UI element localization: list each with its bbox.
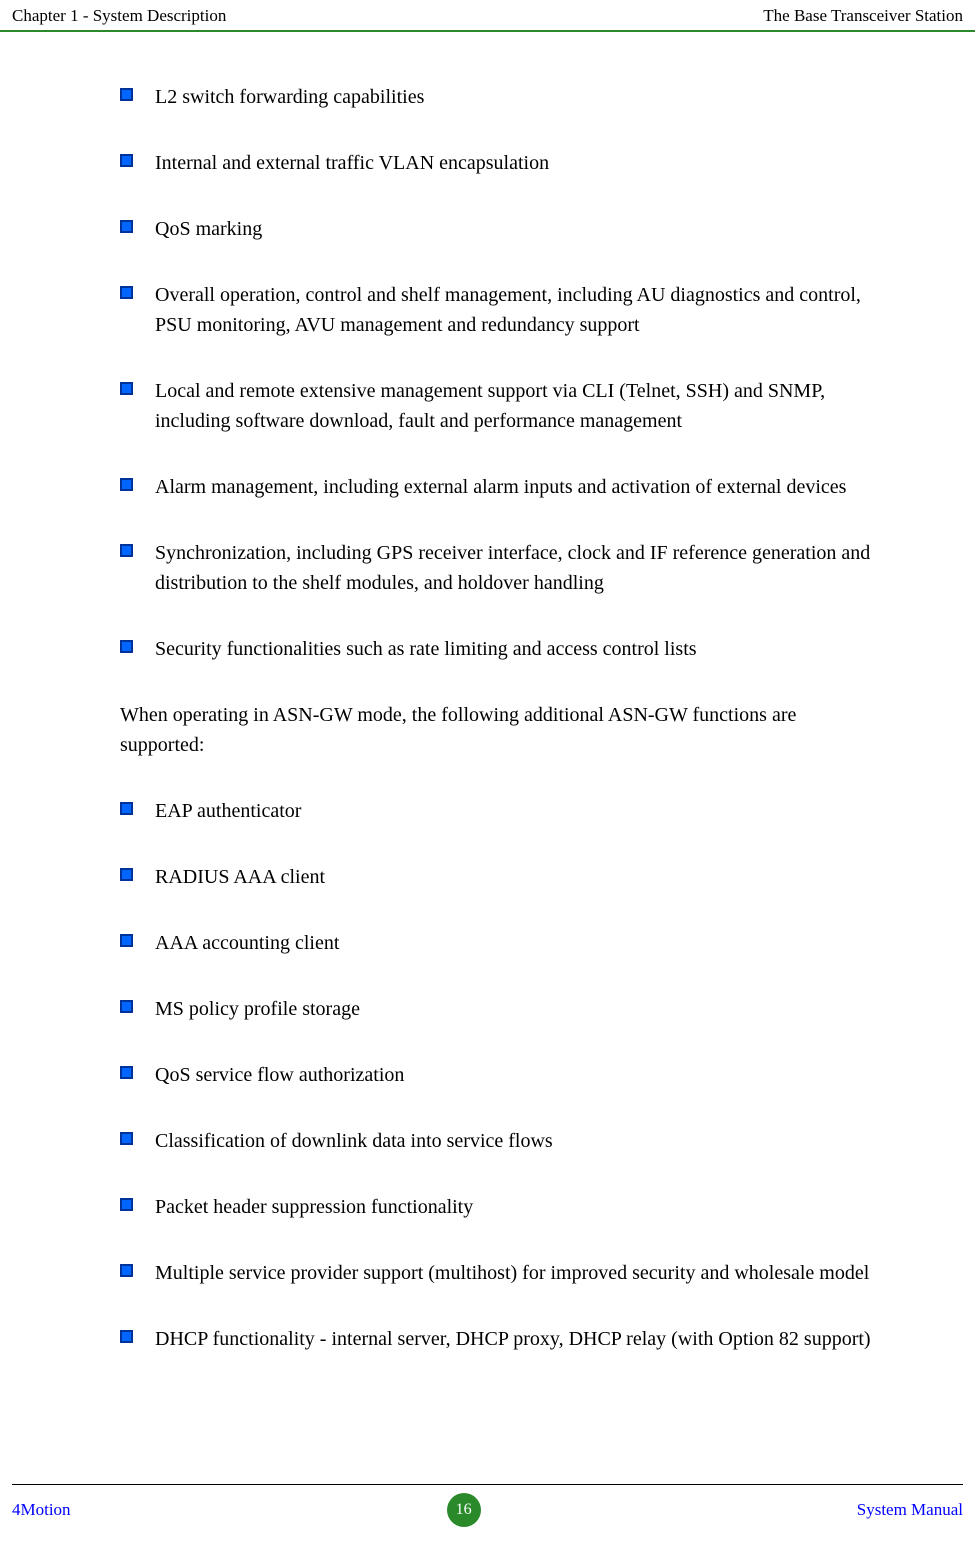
list-item-text: EAP authenticator [155,796,301,826]
footer-rule [12,1484,963,1485]
list-item: Classification of downlink data into ser… [120,1126,885,1156]
list-item: MS policy profile storage [120,994,885,1024]
page-header: Chapter 1 - System Description The Base … [0,0,975,32]
list-item: Multiple service provider support (multi… [120,1258,885,1288]
bullet-icon [120,1000,133,1013]
bullet-icon [120,88,133,101]
list-item-text: MS policy profile storage [155,994,360,1024]
list-item-text: QoS marking [155,214,262,244]
list-item-text: Packet header suppression functionality [155,1192,473,1222]
bullet-icon [120,1132,133,1145]
bullet-icon [120,154,133,167]
bullet-icon [120,1198,133,1211]
footer-right: System Manual [857,1500,963,1520]
list-item-text: Synchronization, including GPS receiver … [155,538,885,598]
list-item: EAP authenticator [120,796,885,826]
list-item-text: Classification of downlink data into ser… [155,1126,553,1156]
header-right: The Base Transceiver Station [763,6,963,26]
bullet-icon [120,286,133,299]
footer-row: 4Motion 16 System Manual [12,1493,963,1527]
list-item-text: QoS service flow authorization [155,1060,404,1090]
bullet-icon [120,1264,133,1277]
list-item: Packet header suppression functionality [120,1192,885,1222]
list-item-text: DHCP functionality - internal server, DH… [155,1324,871,1354]
list-item-text: L2 switch forwarding capabilities [155,82,424,112]
bullet-icon [120,544,133,557]
bullet-icon [120,934,133,947]
list-item-text: AAA accounting client [155,928,339,958]
list-item-text: Multiple service provider support (multi… [155,1258,869,1288]
list-item-text: Overall operation, control and shelf man… [155,280,885,340]
list-item-text: Alarm management, including external ala… [155,472,846,502]
list-item: QoS marking [120,214,885,244]
list-item-text: RADIUS AAA client [155,862,325,892]
list-item: Synchronization, including GPS receiver … [120,538,885,598]
bullet-icon [120,220,133,233]
page-number-badge: 16 [447,1493,481,1527]
body-paragraph: When operating in ASN-GW mode, the follo… [120,700,885,760]
bullet-icon [120,1066,133,1079]
page-content: L2 switch forwarding capabilities Intern… [0,32,975,1354]
list-item: Internal and external traffic VLAN encap… [120,148,885,178]
list-item: Overall operation, control and shelf man… [120,280,885,340]
list-item: DHCP functionality - internal server, DH… [120,1324,885,1354]
bullet-icon [120,382,133,395]
bullet-icon [120,1330,133,1343]
list-item-text: Security functionalities such as rate li… [155,634,697,664]
list-item: Alarm management, including external ala… [120,472,885,502]
bullet-icon [120,802,133,815]
footer-left: 4Motion [12,1500,71,1520]
list-item-text: Local and remote extensive management su… [155,376,885,436]
list-item: RADIUS AAA client [120,862,885,892]
list-item: Local and remote extensive management su… [120,376,885,436]
list-item: Security functionalities such as rate li… [120,634,885,664]
list-item: AAA accounting client [120,928,885,958]
list-item: QoS service flow authorization [120,1060,885,1090]
bullet-icon [120,868,133,881]
page-number: 16 [456,1501,472,1519]
bullet-icon [120,640,133,653]
bullet-icon [120,478,133,491]
list-item-text: Internal and external traffic VLAN encap… [155,148,549,178]
page-footer: 4Motion 16 System Manual [0,1484,975,1527]
list-item: L2 switch forwarding capabilities [120,82,885,112]
header-left: Chapter 1 - System Description [12,6,226,26]
